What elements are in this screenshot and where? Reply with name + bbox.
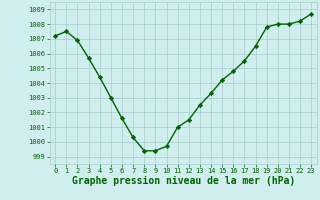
X-axis label: Graphe pression niveau de la mer (hPa): Graphe pression niveau de la mer (hPa): [72, 176, 295, 186]
